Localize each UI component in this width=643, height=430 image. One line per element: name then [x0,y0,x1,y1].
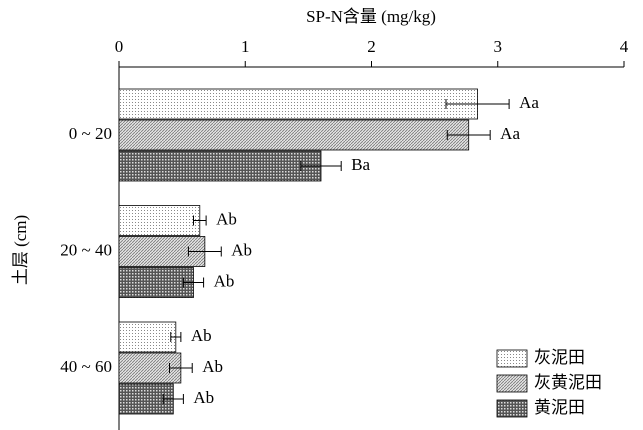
y-tick-label: 0 ~ 20 [69,124,112,143]
error-bar [169,363,193,373]
y-tick-label: 20 ~ 40 [60,240,112,259]
y-axis-title: 土层 (cm) [11,215,30,285]
significance-label: Aa [519,93,539,112]
legend-label: 灰泥田 [534,348,585,367]
significance-label: Ab [193,388,214,407]
error-bar [446,130,491,140]
significance-label: Ab [191,326,212,345]
bar [118,321,177,353]
significance-label: Aa [500,124,520,143]
significance-label: Ab [214,271,235,290]
x-tick-label: 4 [620,37,629,56]
x-tick-label: 1 [241,37,250,56]
legend-swatch [496,349,528,368]
error-bar [300,161,342,171]
bar [118,267,194,298]
y-tick-label: 40 ~ 60 [60,357,112,376]
bar [118,150,322,182]
error-bar [445,99,510,109]
x-tick-label: 0 [115,37,124,56]
error-bar [162,394,184,404]
legend-swatch [496,374,528,393]
legend-label: 灰黄泥田 [534,373,602,392]
error-bar [187,246,222,257]
significance-label: Ab [231,240,252,259]
error-bar [192,215,207,226]
x-axis-title: SP-N含量 (mg/kg) [306,7,436,26]
x-tick-label: 3 [494,37,503,56]
legend-label: 黄泥田 [534,398,585,417]
bar [118,88,478,120]
significance-label: Ab [202,357,223,376]
legend-swatch [496,399,528,418]
error-bar [182,277,205,288]
significance-label: Ba [351,155,370,174]
error-bar [170,332,182,342]
x-tick-label: 2 [367,37,376,56]
bar [118,119,470,151]
bar [118,205,201,236]
significance-label: Ab [216,209,237,228]
